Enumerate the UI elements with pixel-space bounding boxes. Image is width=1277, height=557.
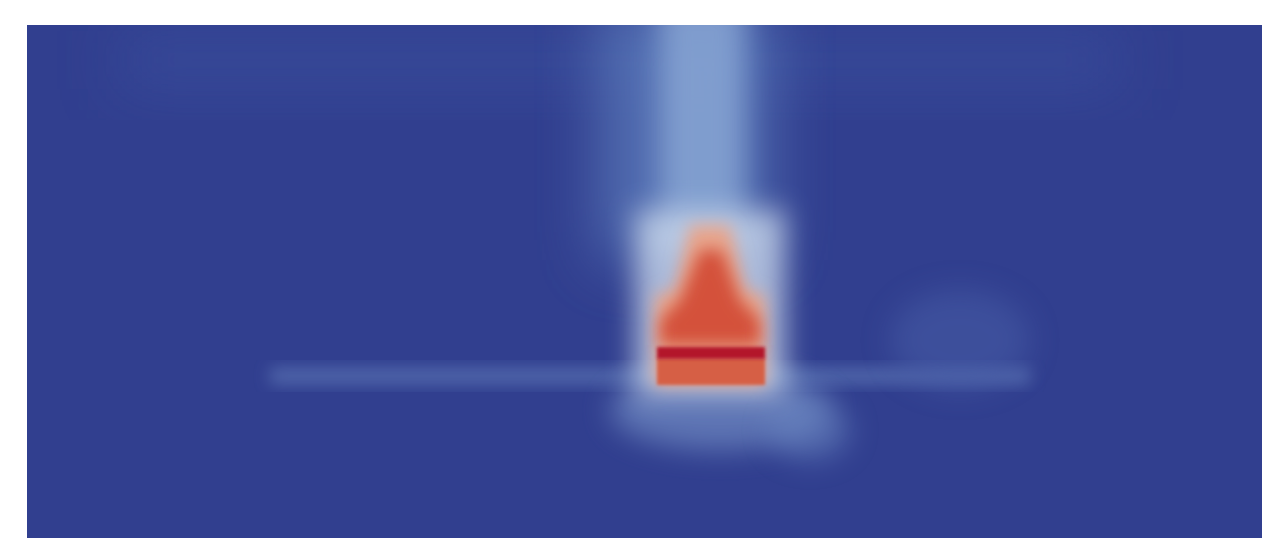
- source-block: [657, 358, 765, 385]
- side-glow: [890, 290, 1030, 390]
- field: [27, 25, 1262, 538]
- source-top: [657, 347, 765, 359]
- lower-wake-right: [770, 400, 850, 460]
- hot-cone: [660, 250, 760, 345]
